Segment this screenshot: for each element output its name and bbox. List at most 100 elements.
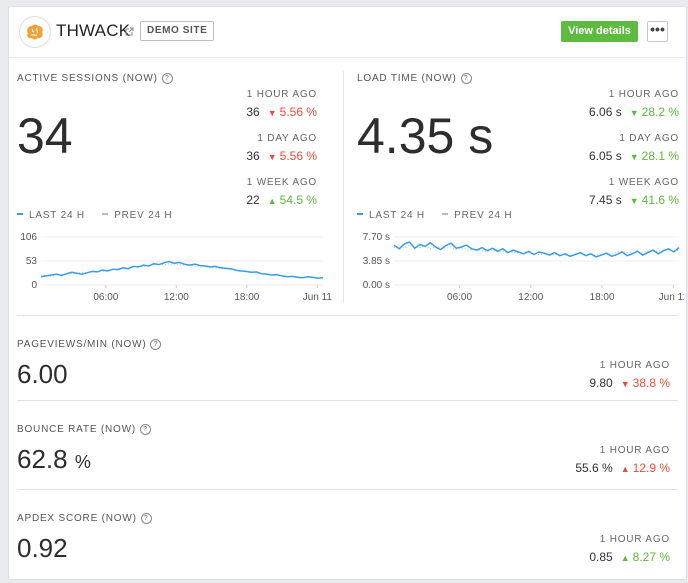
cmp-row-hour: 6.06 s ▼ 28.2 %	[589, 105, 679, 119]
arrow-down-icon: ▼	[620, 379, 630, 389]
cmp-change: 28.1 %	[641, 149, 679, 163]
trend-worse: ▲ 12.9 %	[621, 461, 670, 475]
arrow-up-icon: ▲	[620, 464, 630, 474]
arrow-down-icon: ▼	[267, 108, 277, 118]
arrow-up-icon: ▲	[267, 196, 277, 206]
legend-swatch-current	[357, 213, 363, 215]
arrow-down-icon: ▼	[267, 152, 277, 162]
x-tick-label: 06:00	[93, 292, 118, 303]
legend-current[interactable]: LAST 24 H	[369, 210, 425, 221]
cmp-label: 1 HOUR AGO	[599, 534, 670, 545]
cmp-label: 1 WEEK AGO	[246, 177, 317, 188]
load-time-unit: s	[468, 108, 494, 164]
series-line-current	[393, 241, 680, 258]
section-divider	[17, 315, 678, 316]
x-tick-label: 06:00	[447, 292, 472, 303]
y-tick-label: 0.00 s	[363, 280, 390, 291]
x-tick-label: 12:00	[164, 292, 189, 303]
cmp-label: 1 HOUR AGO	[246, 89, 317, 100]
cmp-change: 54.5 %	[279, 193, 317, 207]
help-icon[interactable]: ?	[161, 73, 173, 84]
site-name: THWACK	[56, 21, 131, 40]
help-icon[interactable]: ?	[460, 73, 472, 84]
help-icon[interactable]: ?	[150, 339, 162, 350]
series-line-previous	[393, 244, 680, 257]
cmp-label: 1 WEEK AGO	[608, 177, 679, 188]
cmp-change: 12.9 %	[632, 461, 670, 475]
external-link-icon[interactable]	[125, 23, 134, 41]
y-tick-label: 53	[26, 256, 38, 267]
cmp-row-hour: 36 ▼ 5.56 %	[246, 105, 317, 119]
y-tick-label: 0	[31, 280, 37, 291]
cmp-row-hour: 55.6 % ▲ 12.9 %	[575, 461, 670, 475]
brain-logo-icon	[19, 16, 51, 48]
active-sessions-chart[interactable]: 106 53 0 06:00 12:00 18:00 Jun 11	[9, 227, 339, 305]
legend-swatch-previous	[102, 213, 109, 215]
legend-current[interactable]: LAST 24 H	[29, 210, 85, 221]
y-tick-label: 106	[20, 232, 37, 243]
active-sessions-label: ACTIVE SESSIONS (NOW)?	[17, 73, 173, 84]
section-divider	[17, 489, 678, 490]
cmp-value: 36	[246, 149, 260, 163]
cmp-change: 8.27 %	[632, 550, 670, 564]
cmp-change: 41.6 %	[641, 193, 679, 207]
load-time-chart[interactable]: 7.70 s 3.85 s 0.00 s 06:00 12:00 18:00 Jun 11	[344, 227, 684, 305]
x-tick-label: Jun 11	[659, 292, 684, 303]
more-options-button[interactable]: •••	[647, 21, 668, 42]
pageviews-label: PAGEVIEWS/MIN (NOW)?	[17, 339, 162, 350]
cmp-value: 6.05 s	[589, 149, 622, 163]
active-sessions-comparisons: 1 HOUR AGO 36 ▼ 5.56 % 1 DAY AGO 36 ▼ 5.56 %…	[167, 89, 317, 219]
bounce-rate-label-text: BOUNCE RATE (NOW)	[17, 424, 136, 435]
cmp-change: 38.8 %	[632, 376, 670, 390]
load-time-value-group: 4.35 s	[357, 107, 493, 165]
legend-swatch-current	[17, 213, 23, 215]
trend-down: ▼ 5.56 %	[268, 105, 317, 119]
x-tick-label: 12:00	[518, 292, 543, 303]
bounce-rate-value: 62.8	[17, 444, 68, 474]
cmp-row-day: 36 ▼ 5.56 %	[246, 149, 317, 163]
legend-previous[interactable]: PREV 24 H	[114, 210, 173, 221]
bounce-rate-value-group: 62.8 %	[17, 444, 91, 475]
cmp-change: 5.56 %	[279, 149, 317, 163]
bounce-rate-label: BOUNCE RATE (NOW)?	[17, 424, 151, 435]
cmp-change: 28.2 %	[641, 105, 679, 119]
y-tick-label: 7.70 s	[363, 232, 390, 243]
apdex-label: APDEX SCORE (NOW)?	[17, 513, 152, 524]
trend-down: ▼ 38.8 %	[621, 376, 670, 390]
apdex-value: 0.92	[17, 533, 68, 563]
trend-down: ▼ 5.56 %	[268, 149, 317, 163]
pageviews-value: 6.00	[17, 359, 68, 389]
cmp-label: 1 HOUR AGO	[599, 445, 670, 456]
load-time-value: 4.35	[357, 108, 455, 164]
help-icon[interactable]: ?	[140, 513, 152, 524]
trend-up: ▲ 8.27 %	[621, 550, 670, 564]
card-header: THWACK DEMO SITE View details •••	[9, 7, 686, 58]
cmp-value: 36	[246, 105, 260, 119]
cmp-label: 1 HOUR AGO	[599, 360, 670, 371]
arrow-down-icon: ▼	[629, 196, 639, 206]
trend-improved: ▼ 28.2 %	[630, 105, 679, 119]
load-time-label: LOAD TIME (NOW)?	[357, 73, 472, 84]
cmp-row-hour: 0.85 ▲ 8.27 %	[589, 550, 670, 564]
arrow-down-icon: ▼	[629, 108, 639, 118]
help-icon[interactable]: ?	[139, 424, 151, 435]
view-details-button[interactable]: View details	[561, 21, 638, 42]
demo-site-badge: DEMO SITE	[140, 21, 215, 41]
pageviews-label-text: PAGEVIEWS/MIN (NOW)	[17, 339, 147, 350]
apdex-comparison: 1 HOUR AGO 0.85 ▲ 8.27 %	[520, 534, 670, 566]
active-sessions-value: 34	[17, 108, 73, 164]
load-time-panel: LOAD TIME (NOW)? 4.35 s 1 HOUR AGO 6.06 …	[344, 57, 686, 305]
trend-improved: ▼ 28.1 %	[630, 149, 679, 163]
legend-previous[interactable]: PREV 24 H	[454, 210, 513, 221]
active-sessions-label-text: ACTIVE SESSIONS (NOW)	[17, 73, 158, 84]
x-tick-label: 18:00	[234, 292, 259, 303]
series-line-current	[40, 260, 324, 279]
chart-legend: LAST 24 H PREV 24 H	[357, 210, 512, 221]
bounce-rate-comparison: 1 HOUR AGO 55.6 % ▲ 12.9 %	[520, 445, 670, 477]
y-tick-label: 3.85 s	[363, 256, 390, 267]
apdex-label-text: APDEX SCORE (NOW)	[17, 513, 137, 524]
cmp-label: 1 DAY AGO	[257, 133, 317, 144]
cmp-row-hour: 9.80 ▼ 38.8 %	[589, 376, 670, 390]
cmp-label: 1 HOUR AGO	[608, 89, 679, 100]
site-card: THWACK DEMO SITE View details ••• ACTIVE…	[8, 6, 687, 580]
